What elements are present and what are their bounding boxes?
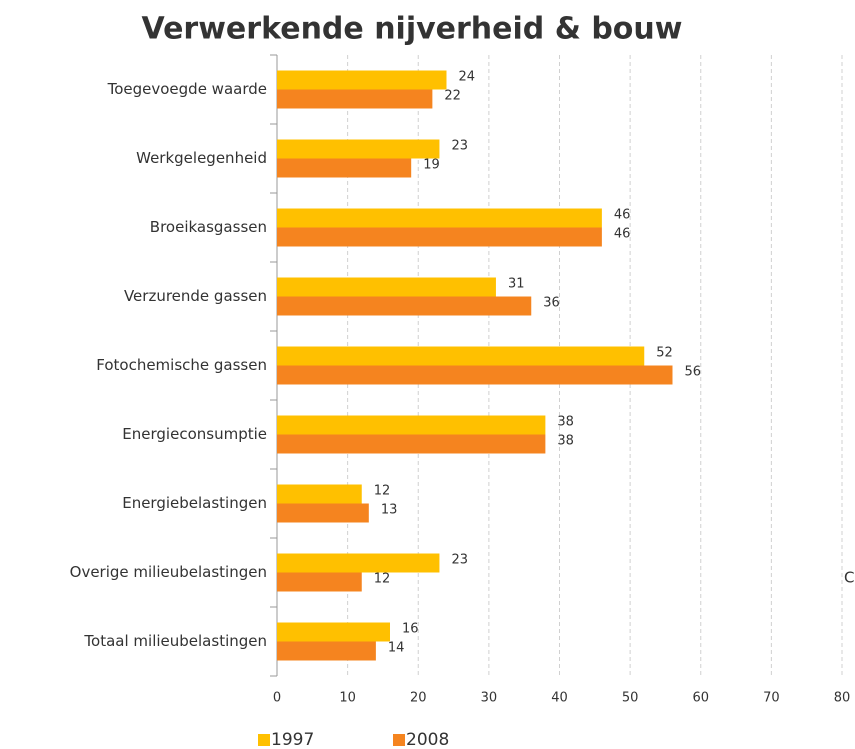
y-tick-label: Energiebelastingen	[122, 494, 267, 512]
bar	[277, 553, 440, 573]
data-label: 46	[614, 208, 631, 223]
data-label: 36	[543, 296, 560, 311]
x-tick-label: 80	[834, 691, 851, 706]
x-tick-label: 40	[551, 691, 568, 706]
y-tick-label: Energieconsumptie	[122, 425, 267, 443]
bar	[277, 346, 645, 366]
bar	[277, 503, 369, 523]
bar	[277, 89, 433, 109]
x-tick-label: 60	[692, 691, 709, 706]
x-tick-label: 10	[339, 691, 356, 706]
bar	[277, 434, 546, 454]
bar	[277, 227, 602, 247]
bar	[277, 641, 376, 661]
y-tick-label: Overige milieubelastingen	[70, 563, 267, 581]
data-label: 23	[451, 553, 468, 568]
data-label: 52	[656, 346, 673, 361]
data-label: 13	[381, 503, 398, 518]
x-tick-label: 20	[410, 691, 427, 706]
bar	[277, 208, 602, 228]
bar	[277, 70, 447, 90]
bar	[277, 277, 496, 297]
data-label: 56	[685, 365, 702, 380]
x-tick-label: 70	[763, 691, 780, 706]
data-label: 38	[557, 415, 574, 430]
y-tick-label: Werkgelegenheid	[136, 149, 267, 167]
chart-title: Verwerkende nijverheid & bouw	[142, 12, 683, 47]
x-tick-label: 50	[622, 691, 639, 706]
bar	[277, 139, 440, 159]
y-tick-label: Toegevoegde waarde	[107, 80, 267, 98]
legend-label: 2008	[406, 730, 449, 749]
legend-label: 1997	[271, 730, 314, 749]
bar	[277, 572, 362, 592]
data-label: 12	[374, 572, 391, 587]
data-label: 38	[557, 434, 574, 449]
legend-swatch	[393, 734, 405, 746]
data-label: 19	[423, 158, 440, 173]
x-tick-label: 0	[273, 691, 281, 706]
y-tick-label: Fotochemische gassen	[96, 356, 267, 374]
bar	[277, 415, 546, 435]
bar	[277, 296, 532, 316]
data-label: 23	[451, 139, 468, 154]
data-label: 16	[402, 622, 419, 637]
data-label: 12	[374, 484, 391, 499]
y-tick-label: Totaal milieubelastingen	[83, 632, 267, 650]
legend-swatch	[258, 734, 270, 746]
y-tick-label: Verzurende gassen	[124, 287, 267, 305]
bar	[277, 484, 362, 504]
bar	[277, 622, 390, 642]
annotation: C	[844, 569, 854, 587]
bar	[277, 365, 673, 385]
x-tick-label: 30	[481, 691, 498, 706]
data-label: 14	[388, 641, 405, 656]
data-label: 24	[459, 70, 476, 85]
data-label: 46	[614, 227, 631, 242]
y-tick-label: Broeikasgassen	[150, 218, 267, 236]
data-label: 31	[508, 277, 525, 292]
bar	[277, 158, 412, 178]
data-label: 22	[444, 89, 461, 104]
